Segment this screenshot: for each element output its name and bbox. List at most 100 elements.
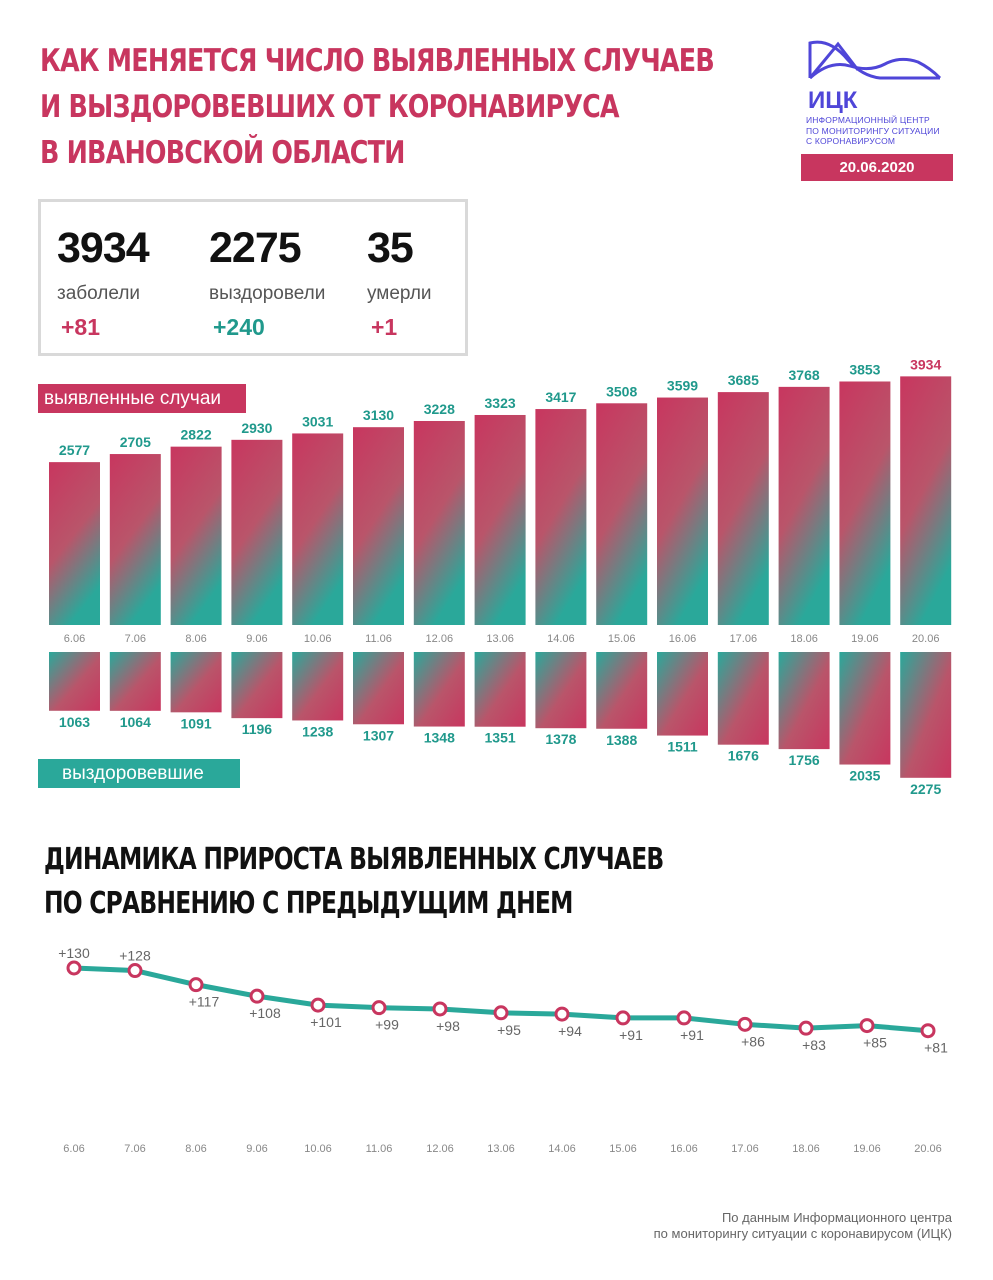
- date-tick-label: 18.06: [790, 633, 818, 645]
- line-date-tick-label: 9.06: [246, 1143, 267, 1155]
- cases-value-label: 3031: [302, 413, 333, 429]
- increase-value-label: +91: [680, 1027, 704, 1043]
- date-tick-label: 6.06: [64, 633, 85, 645]
- increase-point: [798, 1020, 814, 1036]
- logo-subtitle-line: С КОРОНАВИРУСОМ: [806, 136, 896, 146]
- stat-deaths: 35 умерли +1: [367, 222, 432, 342]
- date-tick-label: 15.06: [608, 633, 636, 645]
- increase-value-label: +94: [558, 1023, 582, 1039]
- increase-point: [615, 1010, 631, 1026]
- line-date-tick-label: 16.06: [670, 1143, 698, 1155]
- cases-bar: [596, 403, 648, 625]
- cases-bar: [292, 433, 344, 625]
- recovered-value-label: 1378: [545, 731, 576, 747]
- cases-value-label: 3130: [363, 407, 394, 423]
- cases-bar: [353, 427, 404, 625]
- stat-deaths-delta: +1: [371, 314, 398, 340]
- stat-infected: 3934 заболели +81: [57, 222, 150, 342]
- increase-point: [920, 1023, 936, 1039]
- cases-value-label: 3934: [910, 356, 941, 372]
- line-date-tick-label: 17.06: [731, 1143, 759, 1155]
- stat-recovered-delta: +240: [213, 314, 265, 340]
- cases-value-label: 2577: [59, 442, 90, 458]
- recovered-value-label: 1388: [606, 732, 637, 748]
- line-date-tick-label: 7.06: [124, 1143, 145, 1155]
- stat-deaths-value: 35: [367, 224, 414, 272]
- recovered-bar: [717, 652, 769, 745]
- cases-value-label: 3768: [789, 367, 820, 383]
- line-date-tick-label: 12.06: [426, 1143, 454, 1155]
- recovered-value-label: 1756: [789, 752, 820, 768]
- cases-bar: [778, 386, 830, 625]
- cases-bar: [839, 381, 891, 625]
- increase-value-label: +99: [375, 1017, 399, 1033]
- date-tick-label: 10.06: [304, 633, 332, 645]
- line-chart-title: ДИНАМИКА ПРИРОСТА ВЫЯВЛЕННЫХ СЛУЧАЕВ ПО …: [44, 838, 668, 926]
- increase-value-label: +86: [741, 1033, 765, 1049]
- cases-bar: [109, 454, 161, 625]
- recovered-bar: [657, 652, 708, 736]
- line-date-tick-label: 11.06: [366, 1143, 393, 1155]
- cases-value-label: 3599: [667, 378, 698, 394]
- recovered-value-label: 1091: [181, 715, 212, 731]
- recovered-value-label: 2275: [910, 781, 941, 797]
- cases-bar: [535, 409, 587, 625]
- cases-value-label: 3508: [606, 383, 637, 399]
- recovered-bar: [535, 652, 587, 729]
- recovered-bar: [474, 652, 526, 727]
- recovered-bar: [900, 652, 952, 778]
- increase-point: [859, 1018, 875, 1034]
- increase-point: [554, 1006, 570, 1022]
- line-date-tick-label: 8.06: [185, 1143, 206, 1155]
- source-note-line: По данным Информационного центра: [721, 1210, 952, 1225]
- logo-text: ИЦК: [808, 87, 858, 114]
- increase-point: [188, 977, 204, 993]
- date-tick-label: 7.06: [125, 633, 146, 645]
- line-date-tick-label: 10.06: [304, 1143, 332, 1155]
- cases-bar: [717, 392, 769, 625]
- recovered-value-label: 1196: [242, 721, 273, 737]
- recovered-bar: [839, 652, 891, 765]
- increase-value-label: +85: [863, 1035, 887, 1051]
- increase-point: [371, 1000, 387, 1016]
- recovered-value-label: 1238: [302, 723, 333, 739]
- increase-point: [310, 997, 326, 1013]
- line-date-tick-label: 19.06: [853, 1143, 881, 1155]
- increase-point: [432, 1001, 448, 1017]
- recovered-bar: [231, 652, 283, 719]
- line-date-tick-label: 14.06: [548, 1143, 576, 1155]
- date-tick-label: 16.06: [669, 633, 697, 645]
- cases-bar: [231, 439, 283, 625]
- date-tick-label: 17.06: [730, 633, 758, 645]
- cases-bar: [900, 376, 952, 625]
- logo-subtitle: ИНФОРМАЦИОННЫЙ ЦЕНТР ПО МОНИТОРИНГУ СИТУ…: [806, 115, 956, 147]
- date-tick-label: 12.06: [426, 633, 454, 645]
- line-chart-title-line: ДИНАМИКА ПРИРОСТА ВЫЯВЛЕННЫХ СЛУЧАЕВ: [44, 842, 664, 877]
- summary-box: 3934 заболели +81 2275 выздоровели +240 …: [38, 199, 468, 356]
- recovered-value-label: 1063: [59, 714, 90, 730]
- increase-value-label: +101: [310, 1014, 342, 1030]
- recovered-value-label: 1348: [424, 730, 455, 746]
- legend-cases: выявленные случаи: [38, 384, 246, 413]
- line-date-tick-label: 6.06: [63, 1143, 84, 1155]
- source-note: По данным Информационного центра по мони…: [654, 1210, 952, 1242]
- cases-value-label: 3853: [849, 361, 880, 377]
- recovered-value-label: 1064: [120, 714, 151, 730]
- date-tick-label: 11.06: [365, 633, 392, 645]
- recovered-value-label: 1307: [363, 727, 394, 743]
- stat-infected-delta: +81: [61, 314, 101, 340]
- line-date-tick-label: 20.06: [914, 1143, 942, 1155]
- stat-recovered: 2275 выздоровели +240: [209, 222, 325, 342]
- cases-bar: [474, 414, 526, 625]
- increase-point: [66, 960, 82, 976]
- increase-value-label: +91: [619, 1027, 643, 1043]
- cases-value-label: 3228: [424, 401, 455, 417]
- cases-value-label: 3685: [728, 372, 759, 388]
- increase-point: [737, 1016, 753, 1032]
- date-tick-label: 9.06: [246, 633, 267, 645]
- cases-bar: [49, 462, 100, 625]
- title-line: И ВЫЗДОРОВЕВШИХ ОТ КОРОНАВИРУСА: [40, 89, 620, 125]
- line-date-tick-label: 18.06: [792, 1143, 820, 1155]
- recovered-value-label: 1511: [667, 739, 698, 755]
- recovered-bar: [170, 652, 222, 713]
